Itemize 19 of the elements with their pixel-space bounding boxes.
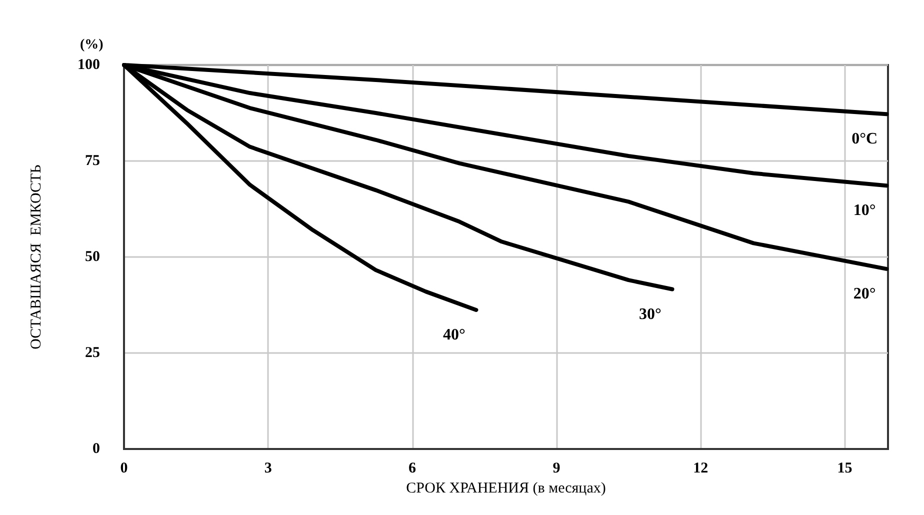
x-tick-label: 15 <box>837 460 852 476</box>
y-tick-label: 100 <box>78 57 100 73</box>
series-label: 0°C <box>852 130 878 148</box>
series-label: 40° <box>443 326 466 344</box>
x-tick-label: 12 <box>693 460 708 476</box>
y-tick-label: 25 <box>85 345 100 361</box>
x-tick-label: 9 <box>552 460 560 476</box>
x-tick-label: 0 <box>120 460 128 476</box>
series-label: 20° <box>853 285 876 302</box>
text: (%) <box>80 38 104 52</box>
y-tick-label: 50 <box>85 249 100 265</box>
x-tick-label: 3 <box>264 460 272 476</box>
y-tick-label: 75 <box>85 153 100 169</box>
x-tick-label: 6 <box>408 460 417 476</box>
y-axis-title: ОСТАВШАЯСЯ ЕМКОСТЬ <box>28 164 44 350</box>
y-tick-label: 0 <box>92 441 100 457</box>
series-label: 10° <box>853 202 876 220</box>
series-label: 30° <box>639 306 662 323</box>
x-axis-title: СРОК ХРАНЕНИЯ (в месяцах) <box>406 480 606 496</box>
